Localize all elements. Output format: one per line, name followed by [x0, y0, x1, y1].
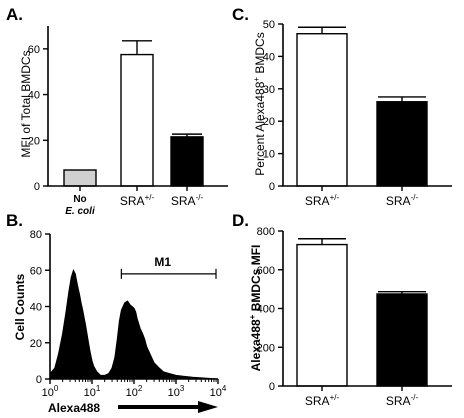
y-tick-label: 80: [30, 229, 42, 241]
panel-d-y-axis-label: Alexa488+ BMDCs MFI: [248, 245, 263, 372]
x-tick-label: 102: [126, 384, 143, 399]
y-tick-label: 50: [263, 19, 275, 31]
category-label: SRA-/-: [386, 393, 419, 408]
y-tick-label: 0: [269, 381, 275, 393]
gate-label: M1: [154, 255, 171, 269]
panel-b-gate-m1: M1: [120, 255, 217, 279]
panel-b-histogram: [49, 268, 219, 380]
panel-b-y-ticks: 0 20 40 60 80: [30, 229, 50, 386]
y-tick-label: 20: [28, 135, 40, 147]
panel-b: B. Cell Counts 0 20 40 60 80 100 101 102 103 104…: [6, 211, 227, 415]
panel-b-x-axis-arrow: [118, 401, 218, 413]
y-tick-label: 40: [28, 90, 40, 102]
y-tick-label: 30: [263, 84, 275, 96]
x-tick-label: 100: [42, 384, 59, 399]
bar: [296, 33, 348, 187]
panel-b-x-axis-label: Alexa488: [48, 401, 100, 415]
x-tick-label: 103: [168, 384, 185, 399]
bar: [296, 243, 348, 387]
panel-c-y-axis-label: Percent Alexa488+ BMDCs: [252, 32, 267, 175]
y-tick-label: 200: [257, 342, 275, 354]
y-tick-label: 40: [30, 302, 42, 314]
x-tick-label: 101: [84, 384, 101, 399]
panel-c-y-label-base: Percent Alexa488: [253, 81, 267, 175]
panel-a-categories: NoE. coli SRA+/- SRA-/-: [65, 186, 203, 217]
panel-d-y-label-rest: BMDCs MFI: [249, 245, 263, 315]
panel-d-letter: D.: [232, 211, 249, 230]
panel-a-axes: [47, 26, 228, 187]
panel-c-bars: [296, 26, 428, 187]
y-tick-label: 40: [263, 51, 275, 63]
panel-a-bars: [63, 40, 204, 187]
y-tick-label: 10: [263, 149, 275, 161]
bar: [120, 53, 154, 187]
panel-c-categories: SRA+/- SRA-/-: [305, 186, 419, 208]
panel-d-bars: [296, 238, 428, 387]
panel-d-categories: SRA+/- SRA-/-: [305, 386, 419, 408]
panel-c-y-label-sup: +: [252, 77, 261, 82]
panel-d-axes: [282, 231, 452, 387]
bar: [376, 293, 428, 387]
panel-a-y-axis-label: MFI of Total BMDCs: [19, 50, 33, 157]
panel-c-y-ticks: 0 10 20 30 40 50: [263, 19, 283, 193]
y-tick-label: 800: [257, 226, 275, 238]
panel-b-letter: B.: [6, 211, 23, 230]
category-label: No: [73, 194, 86, 205]
panel-a-letter: A.: [6, 5, 23, 24]
panel-c-axes: [282, 24, 452, 187]
category-label: SRA+/-: [305, 193, 340, 208]
panel-b-axes: [49, 234, 218, 380]
y-tick-label: 20: [263, 116, 275, 128]
panel-a: A. MFI of Total BMDCs 0 20 40 60 NoE. coli S…: [6, 5, 228, 217]
category-label: E. coli: [65, 206, 95, 217]
category-label: SRA+/-: [120, 193, 155, 208]
y-tick-label: 20: [30, 338, 42, 350]
y-tick-label: 60: [30, 265, 42, 277]
bar: [376, 101, 428, 187]
panel-b-y-axis-label: Cell Counts: [13, 273, 27, 340]
panel-a-y-ticks: 0 20 40 60: [28, 44, 48, 193]
panel-c-letter: C.: [232, 5, 249, 24]
y-tick-label: 0: [269, 181, 275, 193]
panel-d-y-label-sup: +: [248, 314, 257, 319]
panel-c: C. Percent Alexa488+ BMDCs 0 10 20 30 40 50 S…: [232, 5, 452, 208]
x-tick-label: 104: [210, 384, 227, 399]
category-label: SRA+/-: [305, 393, 340, 408]
bar: [170, 136, 204, 187]
panel-d-y-ticks: 0 200 400 600 800: [257, 226, 283, 393]
bar: [63, 169, 97, 187]
panel-d: D. Alexa488+ BMDCs MFI 0 200 400 600 800 SRA…: [232, 211, 452, 408]
category-label: SRA-/-: [171, 193, 204, 208]
y-tick-label: 0: [36, 374, 42, 386]
y-tick-label: 60: [28, 44, 40, 56]
y-tick-label: 400: [257, 304, 275, 316]
panel-d-y-label-base: Alexa488: [249, 319, 263, 371]
category-label: SRA-/-: [386, 193, 419, 208]
y-tick-label: 600: [257, 265, 275, 277]
panel-b-x-ticks: 100 101 102 103 104: [42, 379, 227, 399]
panel-c-y-label-rest: BMDCs: [253, 32, 267, 77]
y-tick-label: 0: [34, 181, 40, 193]
